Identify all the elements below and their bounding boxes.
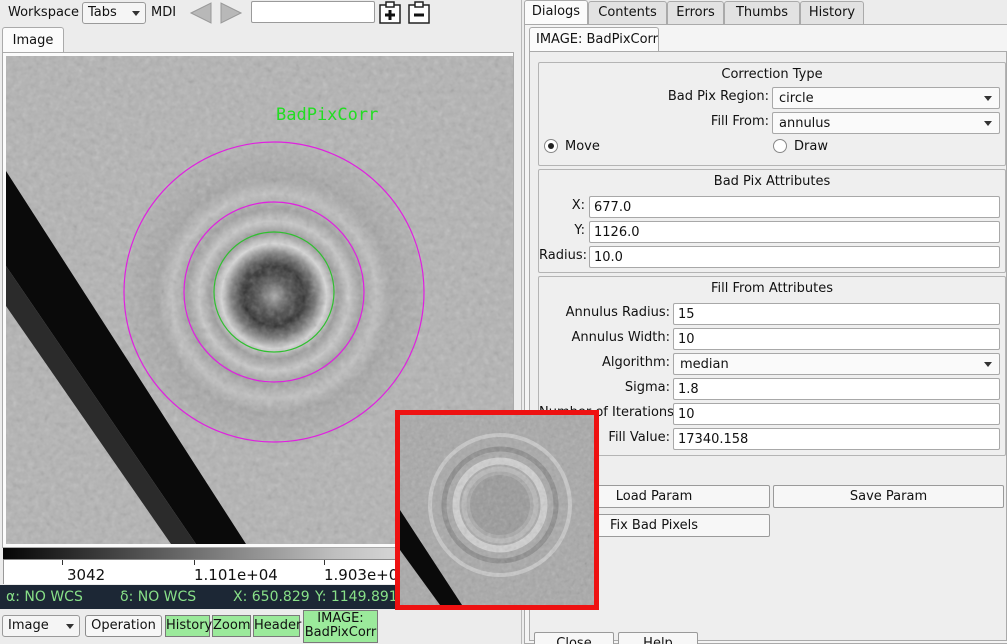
forward-arrow-icon[interactable] bbox=[217, 2, 243, 24]
annulus-width-label: Annulus Width: bbox=[571, 330, 670, 345]
annulus-radius-field[interactable]: 15 bbox=[673, 303, 1000, 325]
draw-label: Draw bbox=[794, 139, 828, 154]
history-plugin-button[interactable]: History bbox=[165, 615, 212, 637]
mode-select-value: Image bbox=[8, 618, 49, 633]
close-button[interactable]: Close bbox=[534, 632, 614, 644]
algorithm-select[interactable]: median bbox=[673, 353, 1000, 375]
fill-from-label: Fill From: bbox=[710, 114, 769, 129]
astronomical-image: BadPixCorr bbox=[6, 56, 513, 544]
algorithm-select-value: median bbox=[680, 357, 729, 372]
back-arrow-icon[interactable] bbox=[189, 2, 215, 24]
outer-annulus-circle[interactable] bbox=[123, 141, 425, 443]
image-viewer-frame: BadPixCorr bbox=[2, 52, 514, 548]
move-label: Move bbox=[565, 139, 600, 154]
draw-radio[interactable] bbox=[773, 139, 787, 153]
badpixcorr-dialog: Correction Type Bad Pix Region: circle F… bbox=[529, 51, 1007, 644]
scale-value-low: 3042 bbox=[67, 566, 106, 584]
chevron-down-icon bbox=[984, 96, 992, 101]
fill-value-label: Fill Value: bbox=[608, 430, 670, 445]
x-label: X: bbox=[571, 198, 585, 213]
scale-value-mid: 1.101e+04 bbox=[194, 566, 278, 584]
bad-pix-attributes-group: Bad Pix Attributes X: 677.0 Y: 1126.0 Ra… bbox=[538, 169, 1006, 273]
fill-value-field[interactable]: 17340.158 bbox=[673, 428, 1000, 450]
right-panel: Dialogs Contents Errors Thumbs History I… bbox=[521, 0, 1007, 644]
y-readout: Y: 1149.891 bbox=[315, 589, 398, 605]
help-button[interactable]: Help bbox=[618, 632, 698, 644]
fill-from-attributes-group: Fill From Attributes Annulus Radius: 15 … bbox=[538, 276, 1006, 456]
plugin-label-line2: BadPixCorr bbox=[304, 625, 377, 640]
annulus-width-field[interactable]: 10 bbox=[673, 328, 1000, 350]
tab-badpixcorr[interactable]: IMAGE: BadPixCorr bbox=[529, 27, 659, 51]
dec-readout: δ: NO WCS bbox=[120, 589, 197, 605]
zoom-popup bbox=[395, 410, 599, 610]
save-param-button[interactable]: Save Param bbox=[773, 485, 1004, 508]
image-canvas[interactable]: BadPixCorr bbox=[6, 56, 513, 544]
layout-select-value: Tabs bbox=[88, 5, 117, 20]
colorbar[interactable] bbox=[3, 548, 514, 560]
ra-readout: α: NO WCS bbox=[6, 589, 83, 605]
fill-from-attributes-title: Fill From Attributes bbox=[710, 281, 833, 296]
correction-type-group: Correction Type Bad Pix Region: circle F… bbox=[538, 62, 1006, 166]
y-label: Y: bbox=[574, 223, 585, 238]
scale-value-high: 1.903e+0 bbox=[324, 566, 399, 584]
badpixcorr-plugin-button[interactable]: IMAGE: BadPixCorr bbox=[303, 610, 378, 643]
header-plugin-button[interactable]: Header bbox=[253, 615, 301, 637]
y-field[interactable]: 1126.0 bbox=[589, 221, 1000, 243]
main-toolbar: Workspace Tabs MDI bbox=[0, 0, 518, 26]
sigma-field[interactable]: 1.8 bbox=[673, 378, 1000, 400]
bad-pix-attributes-title: Bad Pix Attributes bbox=[713, 174, 831, 189]
correction-type-title: Correction Type bbox=[721, 67, 823, 82]
sigma-label: Sigma: bbox=[624, 380, 670, 395]
region-label: Bad Pix Region: bbox=[667, 89, 769, 104]
path-input[interactable] bbox=[251, 1, 375, 23]
add-channel-icon[interactable] bbox=[378, 1, 402, 25]
inner-annulus-circle[interactable] bbox=[183, 201, 365, 383]
tab-errors[interactable]: Errors bbox=[667, 1, 724, 24]
right-tab-bar: Dialogs Contents Errors Thumbs History bbox=[522, 0, 1007, 25]
algorithm-label: Algorithm: bbox=[601, 355, 670, 370]
chevron-down-icon bbox=[132, 11, 140, 16]
bottom-bar: Image Operation History Zoom Header IMAG… bbox=[0, 610, 518, 644]
tab-history[interactable]: History bbox=[800, 1, 864, 24]
dialogs-content: IMAGE: BadPixCorr Correction Type Bad Pi… bbox=[524, 24, 1007, 644]
bad-pixel-region-circle[interactable] bbox=[213, 231, 335, 353]
plugin-label-line1: IMAGE: bbox=[317, 611, 364, 626]
zoom-image bbox=[400, 415, 594, 605]
zoom-plugin-button[interactable]: Zoom bbox=[212, 615, 251, 637]
mdi-label: MDI bbox=[151, 5, 177, 20]
layout-select[interactable]: Tabs bbox=[82, 2, 146, 24]
radius-label: Radius: bbox=[539, 248, 587, 263]
tab-image[interactable]: Image bbox=[2, 27, 64, 53]
move-radio[interactable] bbox=[544, 139, 558, 153]
overlay-label: BadPixCorr bbox=[276, 105, 378, 125]
iterations-field[interactable]: 10 bbox=[673, 403, 1000, 425]
chevron-down-icon bbox=[984, 362, 992, 367]
radius-field[interactable]: 10.0 bbox=[589, 246, 1000, 268]
chevron-down-icon bbox=[66, 624, 74, 629]
chevron-down-icon bbox=[984, 121, 992, 126]
x-readout: X: 650.829 bbox=[233, 589, 310, 605]
fill-from-select-value: annulus bbox=[779, 116, 831, 131]
mode-select[interactable]: Image bbox=[2, 615, 80, 637]
region-select-value: circle bbox=[779, 91, 814, 106]
workspace-label: Workspace bbox=[8, 5, 80, 20]
x-field[interactable]: 677.0 bbox=[589, 196, 1000, 218]
remove-channel-icon[interactable] bbox=[407, 1, 431, 25]
fill-from-select[interactable]: annulus bbox=[772, 112, 1000, 134]
annulus-radius-label: Annulus Radius: bbox=[565, 305, 670, 320]
region-select[interactable]: circle bbox=[772, 87, 1000, 109]
tab-dialogs[interactable]: Dialogs bbox=[524, 0, 588, 25]
tab-contents[interactable]: Contents bbox=[588, 1, 667, 24]
tab-thumbs[interactable]: Thumbs bbox=[724, 1, 800, 24]
operation-button[interactable]: Operation bbox=[85, 615, 162, 637]
